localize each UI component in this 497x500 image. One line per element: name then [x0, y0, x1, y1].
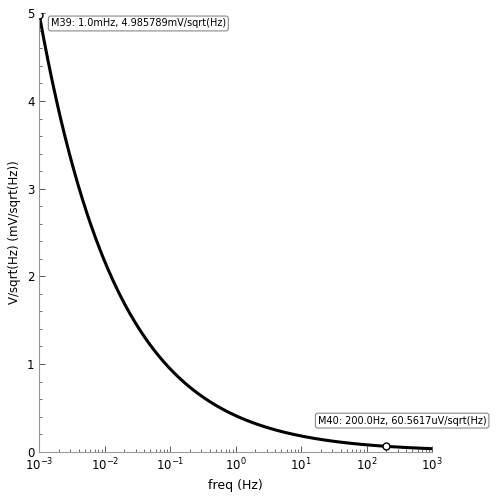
X-axis label: freq (Hz): freq (Hz) — [208, 478, 263, 492]
Y-axis label: V/sqrt(Hz) (mV/sqrt(Hz)): V/sqrt(Hz) (mV/sqrt(Hz)) — [8, 160, 21, 304]
Text: M39: 1.0mHz, 4.985789mV/sqrt(Hz): M39: 1.0mHz, 4.985789mV/sqrt(Hz) — [51, 18, 226, 28]
Text: M40: 200.0Hz, 60.5617uV/sqrt(Hz): M40: 200.0Hz, 60.5617uV/sqrt(Hz) — [318, 416, 487, 426]
